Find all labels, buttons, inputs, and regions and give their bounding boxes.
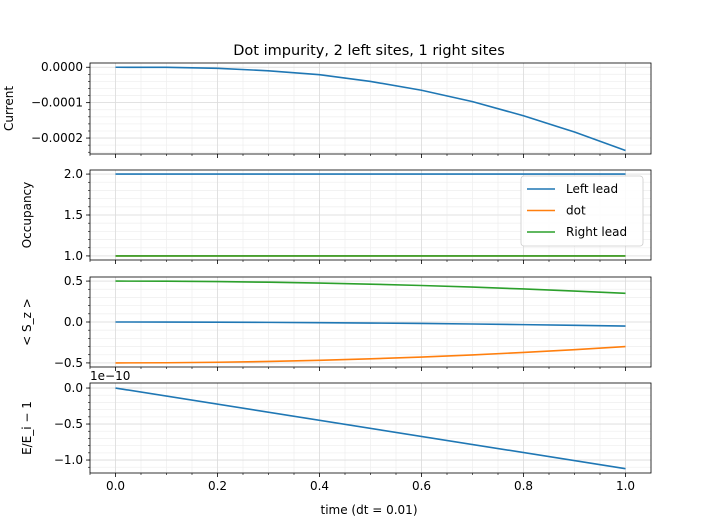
panel-4: 0.0 −0.5 −1.0 E/E_i − 1 1e−10 0.0 0.2 0.4 0.6 0.8…	[20, 369, 652, 493]
legend-label-dot: dot	[566, 204, 586, 218]
y-offset-label: 1e−10	[90, 369, 130, 383]
series-line-right_lead	[115, 280, 626, 295]
panel-2: 2.0 1.5 1.0 Occupancy Left lead dot Right lead	[20, 167, 652, 264]
x-tick-label: 0.4	[310, 479, 329, 493]
y-tick-label: −1.0	[54, 453, 83, 467]
x-axis-label: time (dt = 0.01)	[320, 503, 417, 517]
chart-title: Dot impurity, 2 left sites, 1 right site…	[233, 43, 505, 59]
y-tick-label: 1.0	[64, 249, 83, 263]
y-tick-label: 0.5	[64, 274, 83, 288]
series-line-left_lead	[115, 321, 626, 327]
y-axis-label: Occupancy	[20, 182, 34, 249]
panel-1: 0.0000 −0.0001 −0.0002 Current	[2, 60, 652, 158]
y-tick-label: 0.0	[64, 381, 83, 395]
y-tick-label: 0.0	[64, 315, 83, 329]
y-tick-label: −0.0001	[31, 96, 83, 110]
y-tick-label: 2.0	[64, 167, 83, 181]
series-line-dot	[115, 345, 626, 364]
y-tick-label: −0.5	[54, 356, 83, 370]
panel-3: 0.5 0.0 −0.5 < S_z >	[20, 274, 652, 371]
y-tick-label: −0.0002	[31, 131, 83, 145]
x-tick-label: 1.0	[616, 479, 635, 493]
series-line-left_lead	[115, 66, 626, 152]
panels: 0.0000 −0.0001 −0.0002 Current 2.0 1.5 1.0 Occu…	[2, 60, 652, 493]
legend-label-right_lead: Right lead	[566, 225, 627, 239]
x-tick-label: 0.0	[106, 479, 125, 493]
legend: Left lead dot Right lead	[520, 175, 644, 247]
x-tick-label: 0.8	[514, 479, 533, 493]
y-tick-label: 1.5	[64, 208, 83, 222]
legend-box	[520, 175, 644, 247]
series-line-left_lead	[115, 387, 626, 470]
y-tick-label: 0.0000	[41, 60, 83, 74]
x-tick-label: 0.2	[208, 479, 227, 493]
y-axis-label: < S_z >	[20, 298, 34, 346]
y-axis-label: Current	[2, 86, 16, 131]
x-tick-label: 0.6	[412, 479, 431, 493]
y-tick-label: −0.5	[54, 417, 83, 431]
legend-label-left_lead: Left lead	[566, 182, 618, 196]
y-axis-label: E/E_i − 1	[20, 401, 34, 455]
